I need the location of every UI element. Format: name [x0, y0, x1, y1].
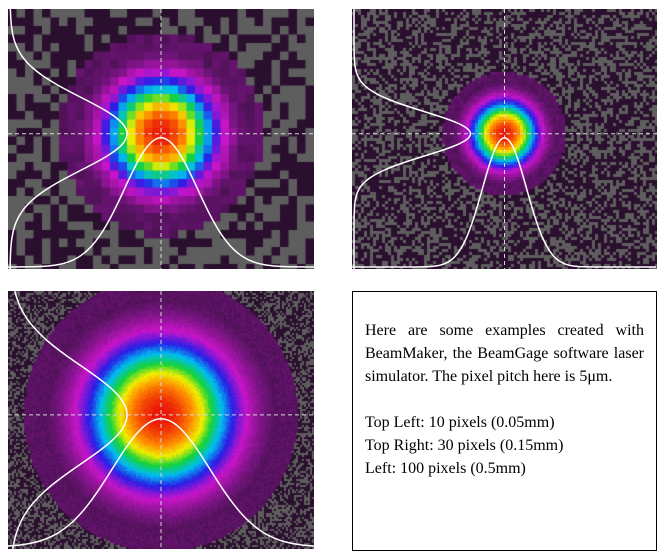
- vertical-profile-curve: [9, 9, 128, 269]
- beam-image-bottom-left: [8, 291, 314, 549]
- beam-overlay: [8, 291, 314, 549]
- intro-text: Here are some examples created with Beam…: [365, 322, 644, 385]
- beam-image-top-right: [352, 9, 657, 269]
- horizontal-profile-curve: [8, 418, 314, 547]
- beam-overlay: [8, 9, 314, 269]
- horizontal-profile-curve: [352, 137, 656, 268]
- list-item: Top Left: 10 pixels (0.05mm): [365, 414, 555, 431]
- description-box: Here are some examples created with Beam…: [352, 291, 657, 551]
- horizontal-profile-curve: [8, 137, 314, 268]
- list-item: Left: 100 pixels (0.5mm): [365, 460, 526, 477]
- vertical-profile-curve: [353, 9, 472, 269]
- list-item: Top Right: 30 pixels (0.15mm): [365, 437, 564, 454]
- beam-overlay: [352, 9, 657, 269]
- beam-image-top-left: [8, 9, 314, 269]
- vertical-profile-curve: [12, 291, 128, 549]
